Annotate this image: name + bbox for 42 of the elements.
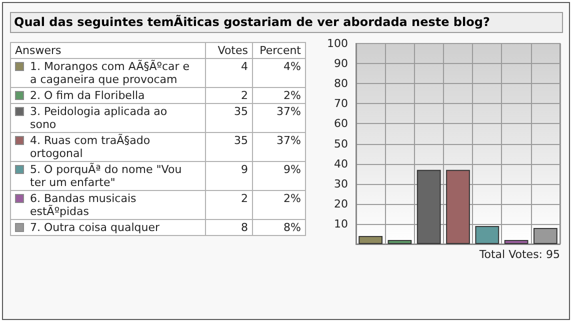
category-label: 1. Morangos com AÃ§Ãºcar e a caganeira que provocam [30,60,190,86]
data-label: 4 [206,58,252,88]
bar [475,226,500,244]
y-tick-label: 40 [334,157,348,170]
bar [416,170,441,244]
data-label: 37% [252,104,306,132]
bar [504,240,528,244]
series-label: Votes [206,42,252,58]
data-label: 35 [206,104,252,132]
y-tick-label: 30 [334,177,348,190]
data-label: 2% [252,88,306,104]
data-label: 8% [252,220,306,236]
data-label: 4% [252,58,306,88]
category-label: 5. O porquÃª do nome "Vou ter um enfarte" [30,163,183,189]
y-tick-label: 90 [334,57,348,70]
y-tick-label: 80 [334,77,348,90]
legend-label: Percent [252,42,306,58]
y-tick-label: 10 [334,217,348,230]
category-label: 7. Outra coisa qualquer [30,221,160,234]
category-label: 4. Ruas com traÃ§ado ortogonal [30,134,152,160]
y-tick-label: 60 [334,117,348,130]
data-label: 9 [206,162,252,190]
y-tick-label: 50 [334,137,348,150]
data-label: 9% [252,162,306,190]
y-tick-label: 20 [334,197,348,210]
data-label: 35 [206,132,252,162]
bar [388,240,412,244]
y-tick-label: 70 [334,97,348,110]
data-label: 2 [206,190,252,220]
text: Qual das seguintes temÃiticas gostariam de ver abordada neste blog? [10,12,563,33]
category-label: 6. Bandas musicais estÃºpidas [30,192,138,218]
text: Answers [10,42,206,58]
y-tick-label: 100 [327,37,348,50]
data-label: 8 [206,220,252,236]
bar [358,236,383,244]
category-label: 2. O fim da Floribella [30,89,146,102]
category-label: 3. Peidologia aplicada ao sono [30,105,168,131]
data-label: 2 [206,88,252,104]
data-label: 2% [252,190,306,220]
data-label: 37% [252,132,306,162]
bar [446,170,470,244]
text: Total Votes: 95 [478,248,560,261]
